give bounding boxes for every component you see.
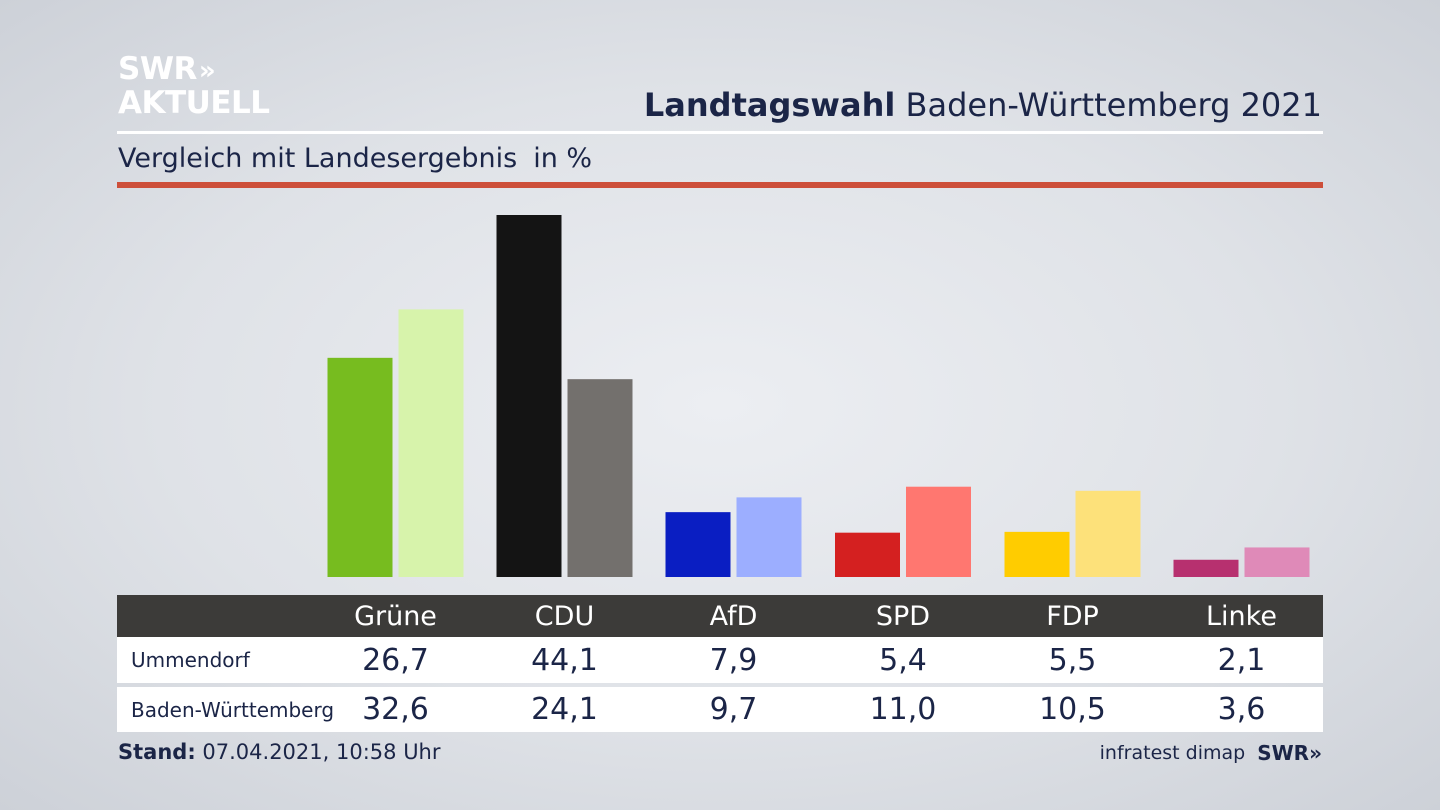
value-cell: 2,1 (1217, 642, 1266, 678)
value-cell: 7,9 (709, 642, 758, 678)
column-header: Grüne (354, 600, 437, 632)
value-cell: 32,6 (362, 692, 429, 727)
source-credit: infratest dimap SWR» (1100, 741, 1322, 765)
stand-value: 07.04.2021, 10:58 Uhr (202, 740, 441, 764)
bar-linke-state (1244, 547, 1310, 577)
value-cell: 5,5 (1048, 642, 1097, 678)
chart-title: Landtagswahl Baden-Württemberg 2021 (644, 86, 1322, 124)
bar-grne-local (327, 357, 393, 577)
bar-linke-local (1173, 559, 1239, 577)
bar-spd-local (835, 532, 900, 577)
title-bold: Landtagswahl (643, 86, 896, 124)
accent-divider (117, 182, 1323, 188)
column-header: FDP (1046, 600, 1099, 632)
title-rest: Baden-Württemberg 2021 (905, 86, 1323, 124)
row-label: Baden-Württemberg (131, 697, 335, 722)
bar-cdu-state (567, 379, 633, 577)
chart-subtitle: Vergleich mit Landesergebnis in % (118, 143, 592, 174)
value-cell: 10,5 (1039, 692, 1106, 727)
title-divider (117, 131, 1323, 134)
row-label: Ummendorf (131, 648, 250, 672)
column-header: Linke (1206, 600, 1277, 632)
value-cell: 26,7 (362, 642, 429, 678)
column-header: CDU (534, 600, 595, 632)
bar-fdp-state (1075, 490, 1141, 577)
value-cell: 24,1 (531, 692, 598, 727)
bar-grne-state (398, 309, 464, 577)
timestamp: Stand: 07.04.2021, 10:58 Uhr (118, 740, 441, 764)
value-cell: 44,1 (531, 642, 598, 678)
source-text: infratest dimap (1099, 742, 1246, 764)
bar-afd-state (736, 497, 802, 577)
bar-cdu-local (496, 215, 562, 577)
bar-fdp-local (1004, 531, 1070, 577)
swr-logo: SWR» (1257, 741, 1322, 765)
stand-label: Stand: (118, 740, 196, 764)
subtitle-unit: in % (533, 143, 593, 174)
table-row: Ummendorf 26,7 44,1 7,9 5,4 5,5 2,1 (117, 637, 1323, 683)
swr-aktuell-logo: SWR» AKTUELL (118, 51, 270, 121)
column-header: SPD (875, 600, 931, 632)
table-header: Grüne CDU AfD SPD FDP Linke (117, 595, 1323, 637)
bar-spd-state (906, 486, 971, 577)
value-cell: 9,7 (709, 692, 758, 727)
results-table: Grüne CDU AfD SPD FDP Linke Ummendorf 26,7 44,… (117, 595, 1323, 732)
value-cell: 11,0 (869, 692, 937, 727)
table-row: Baden-Württemberg 32,6 24,1 9,7 11,0 10,5 3,6 (117, 687, 1323, 732)
column-header: AfD (709, 600, 758, 632)
value-cell: 5,4 (879, 642, 927, 678)
bar-afd-local (665, 512, 731, 577)
value-cell: 3,6 (1217, 692, 1266, 727)
subtitle-text: Vergleich mit Landesergebnis (118, 143, 518, 174)
